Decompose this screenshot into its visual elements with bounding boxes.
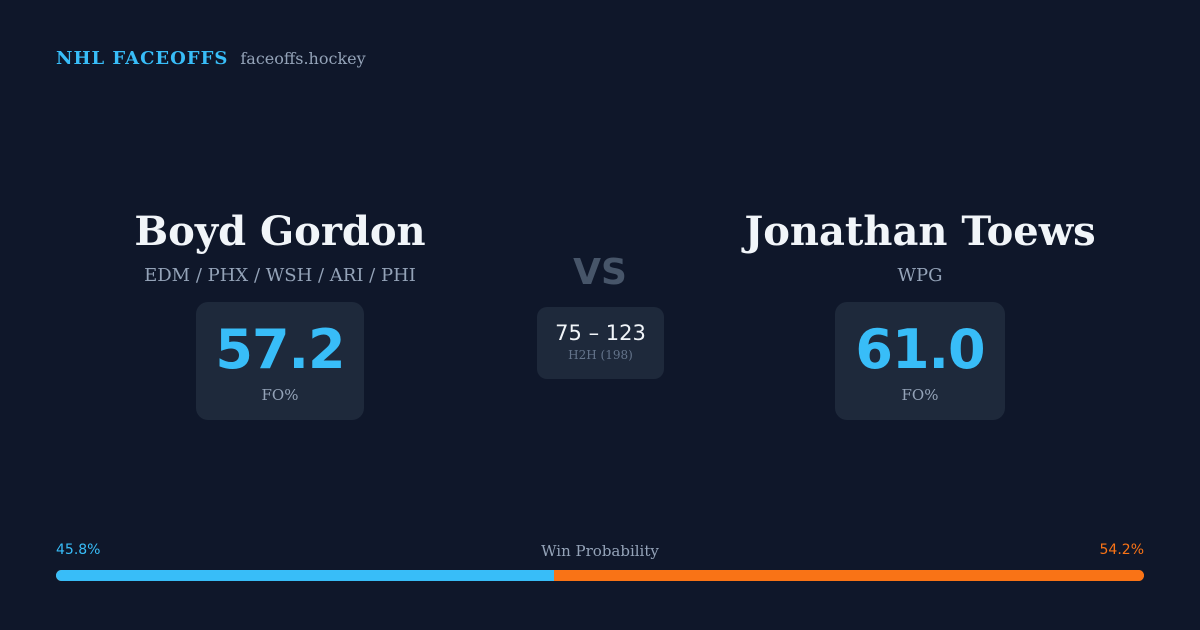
win-probability-bar <box>56 570 1144 581</box>
win-probability-title: Win Probability <box>541 542 659 560</box>
player-right: Jonathan Toews WPG <box>680 206 1160 288</box>
brand: NHL FACEOFFS faceoffs.hockey <box>56 48 366 69</box>
vs-label: VS <box>573 252 627 293</box>
win-probability-header: 45.8% Win Probability 54.2% <box>56 542 1144 564</box>
h2h-score: 75 – 123 <box>555 321 646 345</box>
player-right-fo-pct: 61.0 <box>855 318 985 381</box>
player-left-stat-card: 57.2 FO% <box>196 302 364 420</box>
player-right-name: Jonathan Toews <box>744 208 1096 255</box>
brand-name: NHL FACEOFFS <box>56 48 229 69</box>
win-probability-right-pct: 54.2% <box>1099 542 1144 558</box>
h2h-label: H2H (198) <box>568 348 633 362</box>
h2h-card: 75 – 123 H2H (198) <box>537 307 664 379</box>
player-left-name: Boyd Gordon <box>134 208 426 255</box>
player-right-teams: WPG <box>897 265 943 286</box>
player-right-fo-label: FO% <box>901 386 939 404</box>
player-left: Boyd Gordon EDM / PHX / WSH / ARI / PHI <box>40 206 520 288</box>
brand-domain: faceoffs.hockey <box>240 49 366 68</box>
win-probability-bar-left <box>56 570 555 581</box>
player-left-teams: EDM / PHX / WSH / ARI / PHI <box>144 265 416 286</box>
player-left-fo-pct: 57.2 <box>215 318 345 381</box>
player-right-stat-card: 61.0 FO% <box>835 302 1005 420</box>
win-probability-bar-right <box>554 570 1144 581</box>
win-probability-left-pct: 45.8% <box>56 542 101 558</box>
player-left-fo-label: FO% <box>261 386 299 404</box>
